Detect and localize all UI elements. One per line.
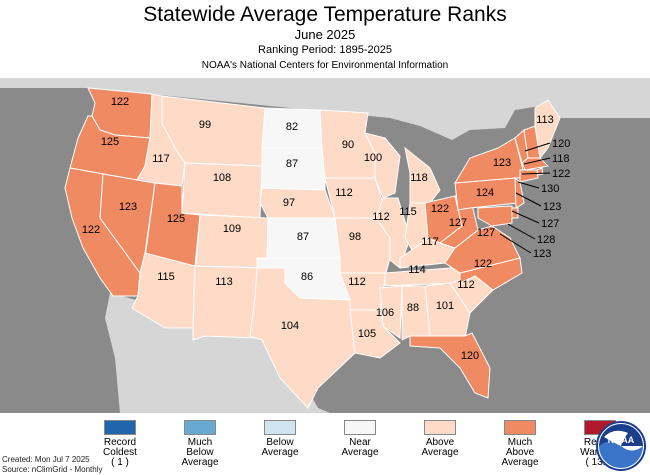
leader-line-delaware <box>515 192 542 207</box>
legend-swatch <box>344 420 376 435</box>
legend: Record Coldest ( 1 ) Much Below Average Be… <box>0 418 620 475</box>
legend-label: Near Average <box>341 437 379 458</box>
noaa-logo: NOAA <box>596 421 646 471</box>
state-louisiana <box>349 309 401 359</box>
rank-label-arizona: 115 <box>157 271 175 283</box>
page-subtitle: June 2025 <box>294 27 356 42</box>
rank-label-nebraska: 97 <box>283 197 295 209</box>
rank-label-california: 122 <box>82 224 100 236</box>
legend-label: Above Average <box>421 437 459 458</box>
rank-label-connecticut: 122 <box>552 168 570 180</box>
rank-label-rhode-island: 118 <box>552 153 570 165</box>
rank-label-dc: 128 <box>537 234 555 246</box>
rank-label-new-york: 123 <box>493 157 511 169</box>
us-temperature-map: 122 125 122 123 117 99 108 125 115 109 113 82 87 97 87… <box>0 78 650 413</box>
rank-label-delaware: 123 <box>543 201 561 213</box>
legend-label: Much Below Average <box>181 437 219 468</box>
agency-line: NOAA's National Centers for Environmenta… <box>201 60 449 71</box>
rank-label-virginia-coast: 123 <box>533 248 551 260</box>
state-nebraska <box>259 187 336 219</box>
rank-label-ohio: 122 <box>431 203 449 215</box>
legend-label: Record Coldest ( 1 ) <box>103 437 137 468</box>
rank-label-alabama: 88 <box>407 302 419 314</box>
leader-line-maryland <box>511 210 540 224</box>
rank-label-texas: 104 <box>281 320 299 332</box>
page-title: Statewide Average Temperature Ranks <box>143 3 507 26</box>
state-mississippi <box>379 285 403 339</box>
rank-label-new-mexico: 113 <box>215 276 233 288</box>
canada-land <box>0 78 650 140</box>
rank-label-maryland: 127 <box>541 218 559 230</box>
state-maryland <box>477 205 513 227</box>
legend-item-5: Much Above Average <box>480 418 560 468</box>
leader-line-new-jersey <box>517 181 540 189</box>
rank-label-west-virginia: 127 <box>449 217 467 229</box>
legend-item-1: Much Below Average <box>160 418 240 468</box>
state-new-jersey <box>514 176 525 209</box>
legend-swatch <box>264 420 296 435</box>
rank-label-nevada: 123 <box>119 201 137 213</box>
rank-label-south-carolina: 112 <box>457 279 475 291</box>
rank-label-pennsylvania: 124 <box>476 187 494 199</box>
rank-label-utah: 125 <box>167 213 185 225</box>
leader-line-rhode-island <box>523 157 551 165</box>
leader-line-massachusetts <box>524 142 551 152</box>
rank-label-massachusetts: 120 <box>552 138 570 150</box>
legend-swatch <box>104 420 136 435</box>
rank-label-virginia: 127 <box>477 227 495 239</box>
rank-label-florida: 120 <box>461 350 479 362</box>
logo-text: NOAA <box>608 435 635 445</box>
legend-label: Below Average <box>261 437 299 458</box>
leader-line-dc <box>507 223 536 240</box>
rank-label-new-jersey: 130 <box>541 183 559 195</box>
rank-label-georgia: 101 <box>436 300 454 312</box>
data-source: Source: nClimGrid - Monthly <box>2 465 103 474</box>
legend-item-2: Below Average <box>240 418 320 458</box>
rank-label-north-carolina: 122 <box>474 258 492 270</box>
legend-item-4: Above Average <box>400 418 480 458</box>
rank-label-montana: 99 <box>199 119 211 131</box>
rank-label-indiana: 115 <box>399 206 417 218</box>
legend-label: Much Above Average <box>501 437 539 468</box>
rank-label-mississippi: 106 <box>376 307 394 319</box>
leader-line-virginia-coast <box>499 233 532 254</box>
rank-label-wyoming: 108 <box>213 172 231 184</box>
rank-label-south-dakota: 87 <box>286 158 298 170</box>
rank-label-tennessee: 114 <box>408 264 426 276</box>
state-connecticut <box>519 169 539 183</box>
state-texas <box>249 267 356 409</box>
rank-label-minnesota: 90 <box>342 139 354 151</box>
rank-label-idaho: 117 <box>152 153 170 165</box>
state-virginia <box>444 225 521 274</box>
rank-label-oklahoma: 86 <box>301 271 313 283</box>
rank-label-arkansas: 112 <box>348 276 366 288</box>
leader-line-connecticut <box>521 172 551 175</box>
legend-item-0: Record Coldest ( 1 ) <box>80 418 160 468</box>
ranking-period: Ranking Period: 1895-2025 <box>258 44 392 56</box>
rank-label-colorado: 109 <box>223 223 241 235</box>
rank-label-north-dakota: 82 <box>286 121 298 133</box>
state-massachusetts <box>521 157 550 171</box>
rank-label-kentucky: 117 <box>421 236 439 248</box>
state-wisconsin <box>364 132 401 199</box>
legend-swatch <box>184 420 216 435</box>
rank-label-louisiana: 105 <box>358 328 376 340</box>
legend-swatch <box>504 420 536 435</box>
state-illinois <box>375 197 411 269</box>
rank-label-missouri: 98 <box>349 231 361 243</box>
rank-label-iowa: 112 <box>335 187 353 199</box>
rank-label-oregon: 125 <box>101 136 119 148</box>
legend-item-3: Near Average <box>320 418 400 458</box>
rank-label-washington: 122 <box>111 96 129 108</box>
created-date: Created: Mon Jul 7 2025 <box>2 455 90 464</box>
legend-swatch <box>424 420 456 435</box>
rank-label-maine: 113 <box>536 114 554 126</box>
state-florida <box>409 332 491 399</box>
rank-label-illinois: 112 <box>372 211 390 223</box>
rank-label-michigan: 118 <box>410 172 428 184</box>
rank-label-kansas: 87 <box>297 231 309 243</box>
rank-label-wisconsin: 100 <box>364 152 382 164</box>
